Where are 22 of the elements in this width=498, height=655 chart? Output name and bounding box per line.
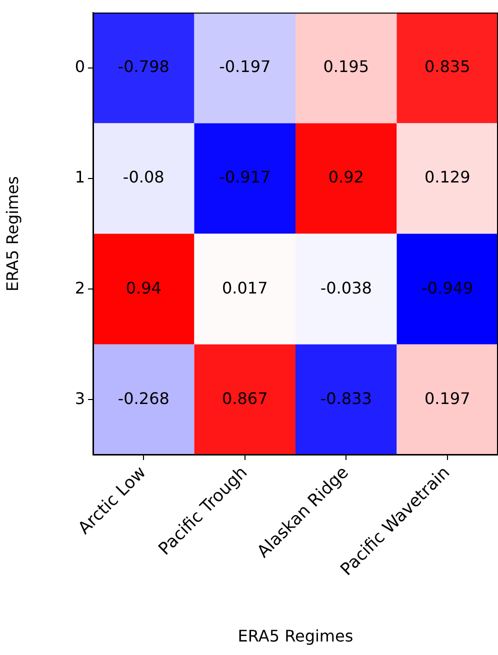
data-label: -0.917	[219, 168, 271, 187]
data-label: 0.835	[424, 57, 470, 76]
data-label: 0.92	[328, 168, 364, 187]
data-label: 0.197	[424, 388, 470, 408]
y-axis-title: ERA5 Regimes	[2, 176, 22, 292]
data-label: -0.268	[118, 388, 170, 408]
y-tick-label: 1	[74, 168, 85, 187]
data-label: -0.038	[320, 278, 372, 298]
data-label: -0.798	[118, 57, 170, 76]
x-axis-title: ERA5 Regimes	[238, 626, 354, 646]
data-label: -0.08	[122, 168, 164, 187]
data-label: -0.833	[320, 388, 372, 408]
y-tick-label: 2	[74, 278, 85, 298]
data-label: 0.129	[424, 168, 470, 187]
data-label: 0.867	[222, 388, 268, 408]
data-label: -0.197	[219, 57, 271, 76]
y-tick-label: 3	[74, 388, 85, 408]
data-label: 0.195	[323, 57, 370, 76]
data-label: -0.949	[422, 278, 474, 298]
data-label: 0.94	[126, 278, 162, 298]
data-label: 0.017	[222, 278, 268, 298]
y-tick-label: 0	[74, 57, 85, 76]
